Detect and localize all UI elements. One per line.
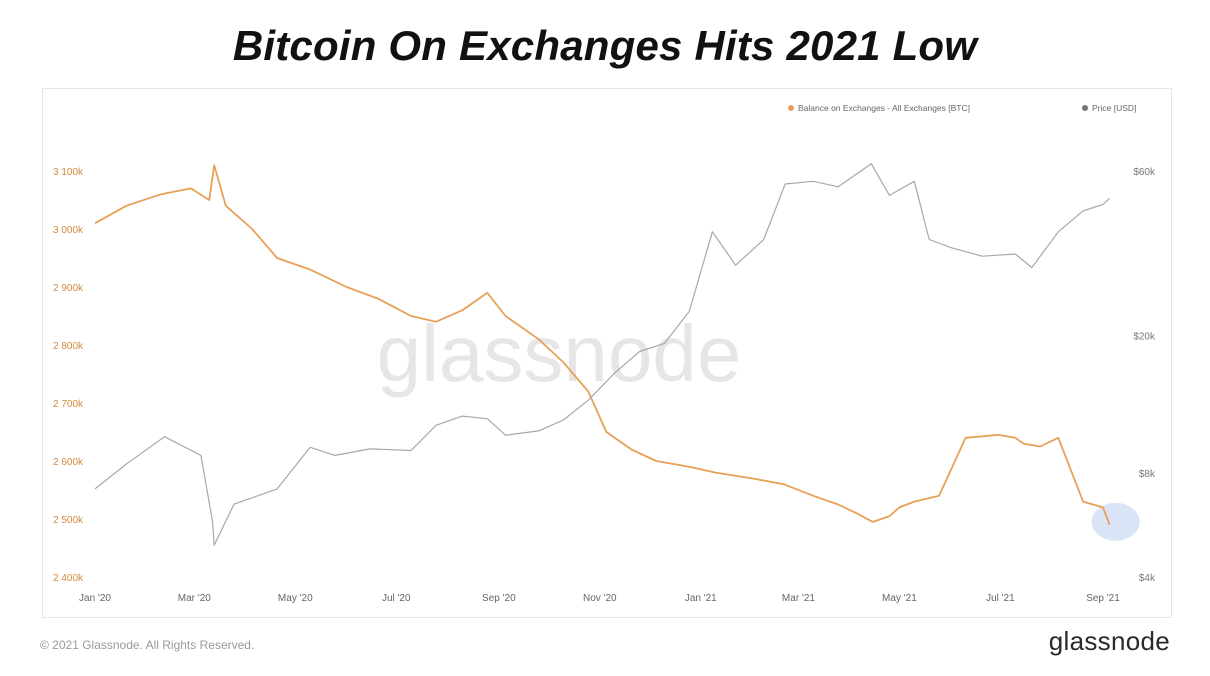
watermark-text: glassnode <box>377 309 742 398</box>
legend-label-balance: Balance on Exchanges - All Exchanges [BT… <box>798 103 970 113</box>
x-tick-label: May '20 <box>278 593 313 604</box>
x-tick-label: Nov '20 <box>583 593 617 604</box>
price-series-line <box>94 163 1111 546</box>
x-tick-label: Sep '20 <box>482 593 516 604</box>
y-left-tick-label: 2 800k <box>53 341 84 352</box>
chart-svg: glassnode 3 100k 3 000k 2 900k 2 800k 2 700k 2… <box>53 103 1156 604</box>
legend-swatch-price <box>1082 105 1088 111</box>
y-right-tick-label: $4k <box>1139 573 1156 584</box>
x-tick-label: Jul '20 <box>382 593 411 604</box>
y-left-tick-label: 3 100k <box>53 167 84 178</box>
legend-swatch-balance <box>788 105 794 111</box>
x-tick-label: Jul '21 <box>986 593 1015 604</box>
x-tick-label: Mar '20 <box>178 593 211 604</box>
y-left-tick-label: 2 900k <box>53 283 84 294</box>
brand-logo-text: glassnode <box>1048 626 1170 656</box>
y-left-tick-label: 2 500k <box>53 515 84 526</box>
copyright-text: © 2021 Glassnode. All Rights Reserved. <box>40 638 255 652</box>
chart-panel: glassnode 3 100k 3 000k 2 900k 2 800k 2 700k 2… <box>42 88 1172 618</box>
x-tick-label: Jan '20 <box>79 593 111 604</box>
y-left-tick-label: 2 700k <box>53 399 84 410</box>
y-right-tick-label: $20k <box>1133 332 1156 343</box>
x-tick-label: Jan '21 <box>685 593 717 604</box>
x-tick-label: May '21 <box>882 593 917 604</box>
chart-title: Bitcoin On Exchanges Hits 2021 Low <box>232 22 978 69</box>
y-right-tick-label: $8k <box>1139 469 1156 480</box>
y-right-tick-label: $60k <box>1133 167 1156 178</box>
y-left-tick-label: 2 400k <box>53 573 84 584</box>
y-left-tick-label: 2 600k <box>53 457 84 468</box>
y-left-tick-label: 3 000k <box>53 225 84 236</box>
balance-series-line <box>94 164 1111 526</box>
highlight-circle <box>1091 502 1140 541</box>
x-tick-label: Mar '21 <box>782 593 815 604</box>
x-tick-label: Sep '21 <box>1086 593 1120 604</box>
legend-label-price: Price [USD] <box>1092 103 1136 113</box>
